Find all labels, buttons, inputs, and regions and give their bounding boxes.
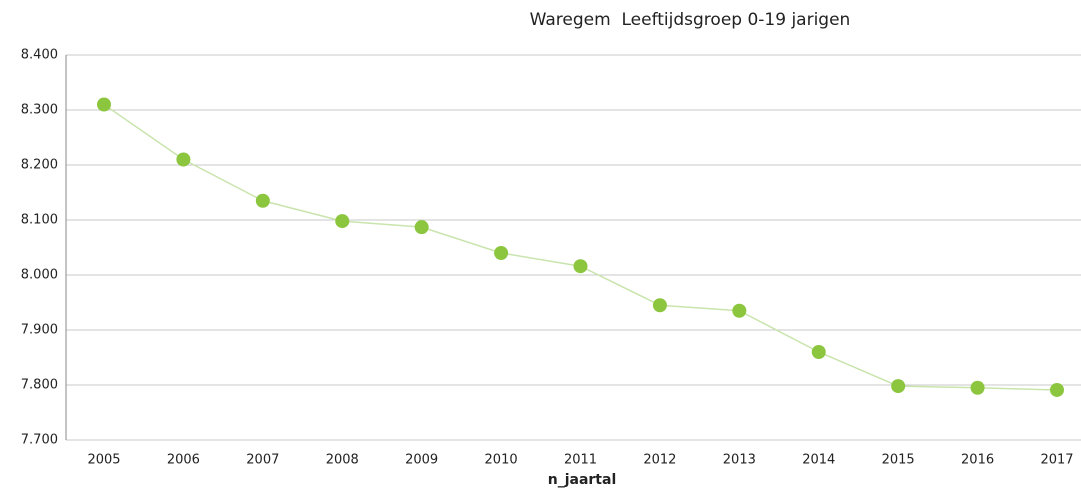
x-tick-label: 2016 <box>961 453 994 468</box>
data-point <box>970 380 985 395</box>
y-tick-label: 8.300 <box>21 103 58 118</box>
data-point <box>573 259 588 274</box>
x-tick-label: 2014 <box>802 453 835 468</box>
x-tick-label: 2010 <box>485 453 518 468</box>
data-point <box>97 97 111 112</box>
x-tick-label: 2009 <box>405 453 438 468</box>
data-point <box>1050 382 1064 397</box>
data-point <box>652 298 667 313</box>
x-tick-label: 2007 <box>246 453 279 468</box>
data-point <box>732 303 747 318</box>
data-point <box>494 246 509 260</box>
x-tick-label: 2012 <box>643 453 676 468</box>
y-tick-label: 7.900 <box>21 323 58 338</box>
y-tick-label: 8.400 <box>21 48 58 63</box>
y-tick-label: 8.000 <box>21 268 58 283</box>
data-point <box>414 220 429 235</box>
x-tick-label: 2008 <box>326 453 359 468</box>
y-tick-label: 7.800 <box>21 378 58 393</box>
chart-title: Waregem Leeftijdsgroep 0-19 jarigen <box>530 10 851 30</box>
y-tick-label: 8.100 <box>21 213 58 228</box>
y-tick-label: 8.200 <box>21 158 58 173</box>
x-tick-label: 2013 <box>723 453 756 468</box>
data-point <box>891 379 906 394</box>
x-axis-label: n_jaartal <box>548 472 617 488</box>
x-tick-label: 2005 <box>87 453 120 468</box>
data-point <box>811 345 826 359</box>
x-tick-label: 2017 <box>1040 453 1073 468</box>
data-point <box>255 193 270 208</box>
data-point <box>335 214 350 229</box>
series-line <box>103 103 1058 391</box>
x-tick-label: 2011 <box>564 453 597 468</box>
x-tick-label: 2015 <box>882 453 915 468</box>
y-tick-label: 7.700 <box>21 433 58 448</box>
data-point <box>176 152 191 167</box>
x-tick-label: 2006 <box>167 453 200 468</box>
